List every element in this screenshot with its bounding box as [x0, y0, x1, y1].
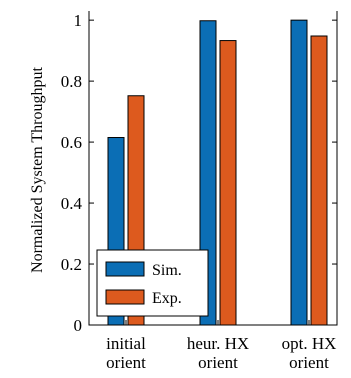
bar-exp-2 — [310, 35, 328, 326]
y-tick-label: 0.8 — [61, 72, 82, 91]
y-tick-label: 1 — [74, 11, 83, 30]
y-tick-label: 0.4 — [61, 194, 83, 213]
x-category-label: opt. HX — [282, 334, 337, 353]
x-category-label: orient — [106, 353, 146, 372]
bar-sim-2 — [290, 19, 308, 326]
x-category-label: orient — [198, 353, 238, 372]
legend: Sim. Exp. — [96, 249, 209, 317]
x-category-label: orient — [289, 353, 329, 372]
bar-exp-1 — [219, 40, 237, 326]
axes-layer — [88, 11, 338, 326]
y-axis-label: Normalized System Throughput — [29, 67, 46, 273]
y-tick-label: 0.6 — [61, 133, 82, 152]
legend-swatch — [105, 289, 145, 305]
axis-frame — [88, 11, 338, 326]
legend-box — [96, 249, 209, 317]
legend-entry-label: Exp. — [152, 290, 182, 307]
x-category-label: heur. HX — [187, 334, 249, 353]
y-tick-label: 0.2 — [61, 255, 82, 274]
x-category-label: initial — [106, 334, 146, 353]
legend-swatch — [105, 261, 145, 277]
legend-entry-label: Sim. — [152, 262, 182, 279]
y-tick-label: 0 — [74, 316, 83, 335]
